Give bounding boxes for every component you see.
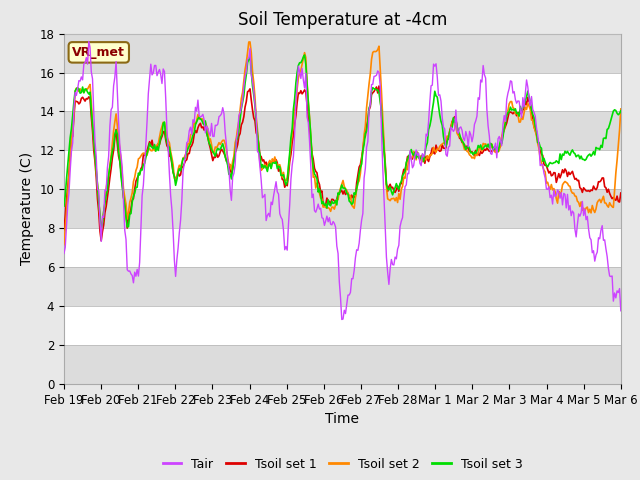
Title: Soil Temperature at -4cm: Soil Temperature at -4cm xyxy=(237,11,447,29)
Legend: Tair, Tsoil set 1, Tsoil set 2, Tsoil set 3: Tair, Tsoil set 1, Tsoil set 2, Tsoil se… xyxy=(157,453,527,476)
Y-axis label: Temperature (C): Temperature (C) xyxy=(20,152,34,265)
Bar xyxy=(64,345,621,384)
Bar xyxy=(64,150,621,189)
Bar xyxy=(64,189,621,228)
Bar xyxy=(64,111,621,150)
Bar xyxy=(64,306,621,345)
Text: VR_met: VR_met xyxy=(72,46,125,59)
X-axis label: Time: Time xyxy=(325,412,360,426)
Bar xyxy=(64,72,621,111)
Bar xyxy=(64,228,621,267)
Bar xyxy=(64,267,621,306)
Bar xyxy=(64,34,621,72)
